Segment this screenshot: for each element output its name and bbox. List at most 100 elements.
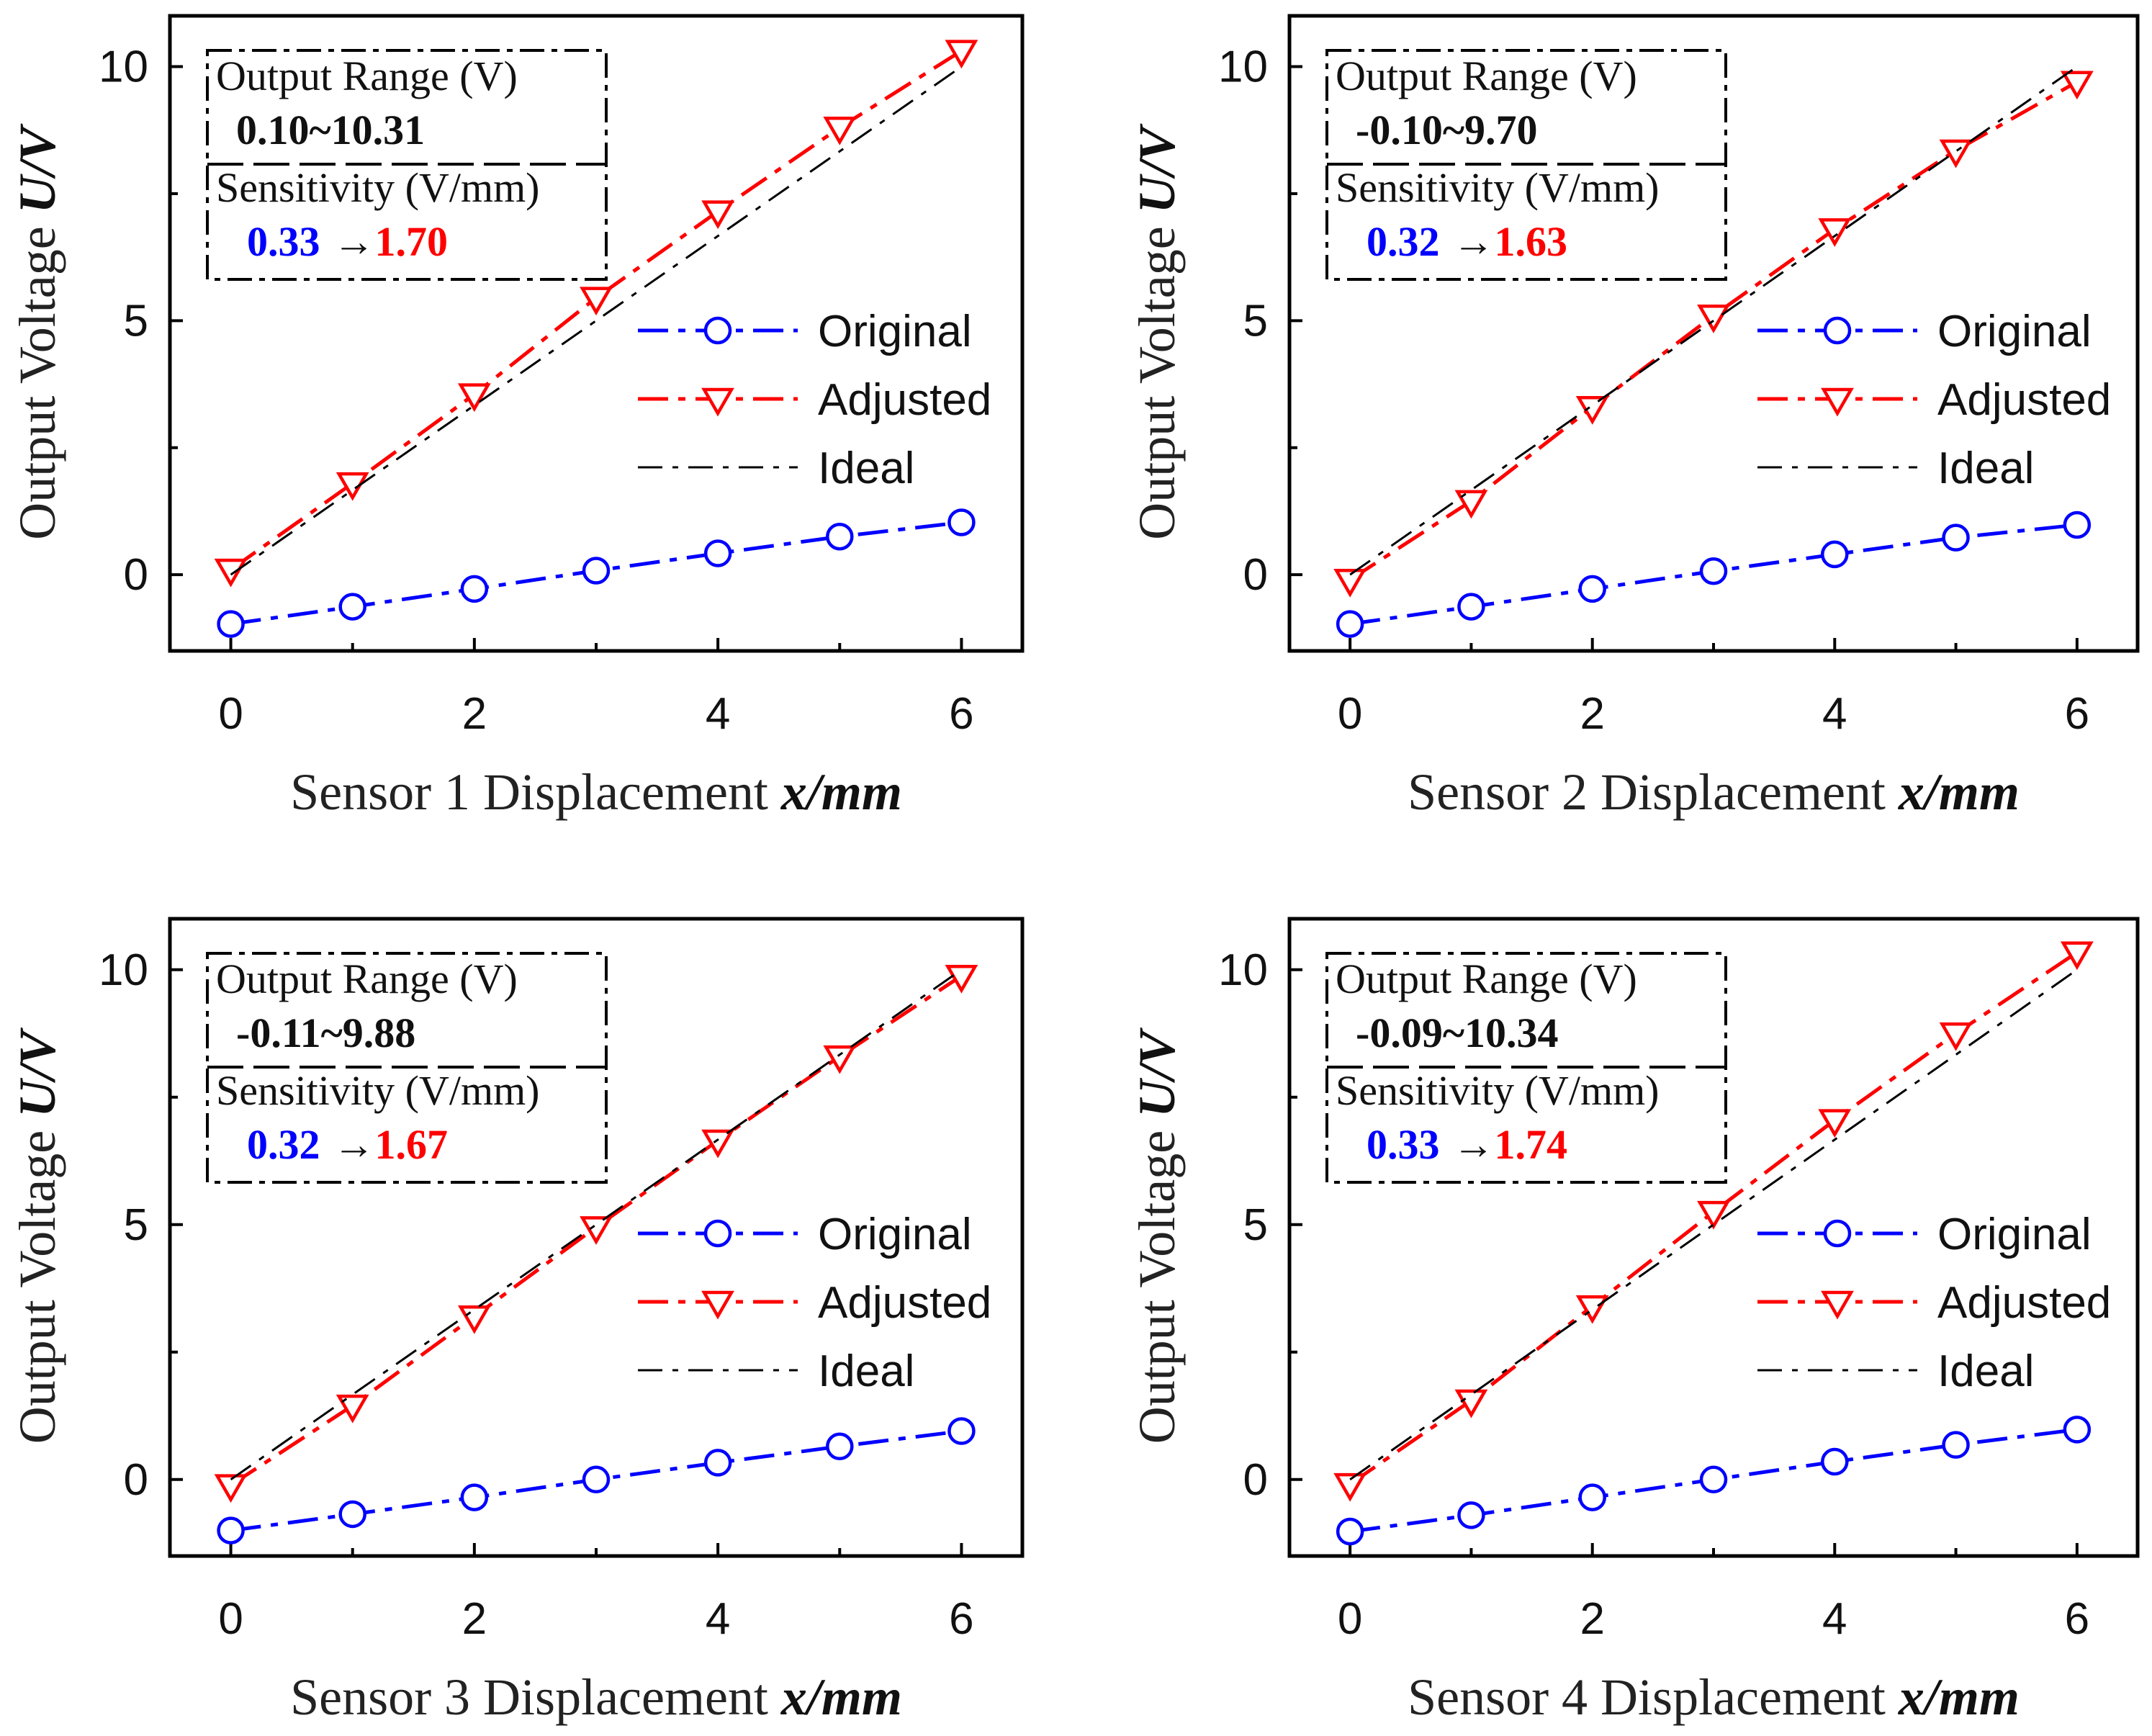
sensitivity-heading: Sensitivity (V/mm) — [1336, 164, 1660, 211]
x-tick-label: 4 — [1822, 1594, 1847, 1644]
panel-sensor-1: 0 5 10 0 2 4 6 Sensor 1 Displacement x/mm Output… — [9, 14, 1025, 821]
x-tick-label: 4 — [706, 1594, 730, 1644]
inset-info-box: Output Range (V) 0.10~10.31 Sensitivity (V… — [206, 49, 608, 281]
original-point — [2063, 511, 2092, 539]
x-axis-unit: x/mm — [780, 763, 902, 821]
x-axis-unit: x/mm — [1898, 1668, 2020, 1726]
legend-label-adjusted: Adjusted — [1937, 375, 2111, 425]
y-tick-label: 0 — [124, 550, 148, 600]
y-tick-label: 5 — [1243, 1200, 1268, 1250]
output-range-heading: Output Range (V) — [1336, 53, 1637, 99]
sensitivity-arrow: → — [1453, 218, 1495, 265]
original-point — [947, 1417, 976, 1445]
legend-label-adjusted: Adjusted — [818, 1278, 991, 1328]
legend-marker-adjusted — [701, 1290, 734, 1320]
original-point — [1821, 1447, 1849, 1476]
sensitivity-original: 0.32 — [247, 1121, 320, 1168]
x-axis-unit: x/mm — [1898, 763, 2020, 821]
original-point — [1336, 1517, 1364, 1546]
original-point — [1699, 557, 1728, 585]
inset-info-box: Output Range (V) -0.11~9.88 Sensitivity (V… — [206, 952, 608, 1184]
y-axis-title-text: Output Voltage — [1128, 1117, 1186, 1444]
legend-label-ideal: Ideal — [818, 444, 914, 493]
legend-marker-original — [703, 1219, 732, 1248]
adjusted-point — [336, 1394, 369, 1424]
x-tick-label: 0 — [1338, 1594, 1362, 1644]
sensitivity-values: 0.33 →1.74 — [1367, 1121, 1567, 1168]
adjusted-point — [457, 383, 491, 413]
original-point — [2063, 1416, 2092, 1444]
original-point — [1699, 1465, 1728, 1494]
sensitivity-heading: Sensitivity (V/mm) — [216, 164, 540, 211]
x-axis-title: Sensor 3 Displacement x/mm — [290, 1668, 902, 1726]
x-axis-title-text: Sensor 1 Displacement — [290, 763, 781, 821]
y-axis-unit: U/V — [9, 123, 66, 213]
original-point — [947, 508, 976, 536]
y-tick-label: 10 — [1218, 945, 1268, 995]
y-axis-title: Output Voltage U/V — [9, 123, 66, 539]
x-tick-label: 6 — [949, 689, 973, 739]
legend-marker-adjusted — [1821, 387, 1854, 417]
y-tick-label: 10 — [99, 42, 148, 92]
legend-label-adjusted: Adjusted — [818, 375, 991, 425]
legend-marker-original — [1823, 1219, 1852, 1248]
adjusted-point — [701, 1129, 735, 1159]
adjusted-point — [2060, 71, 2094, 100]
sensitivity-original: 0.33 — [247, 218, 320, 265]
adjusted-point — [945, 965, 978, 994]
adjusted-point — [457, 1305, 491, 1334]
y-axis-title: Output Voltage U/V — [1128, 123, 1186, 539]
original-point — [1336, 610, 1364, 638]
series-line-ideal — [230, 66, 963, 576]
y-tick-label: 10 — [1218, 42, 1268, 92]
x-tick-label: 4 — [706, 689, 730, 739]
original-point — [1457, 593, 1485, 621]
original-point — [1578, 575, 1606, 603]
adjusted-point — [336, 472, 369, 501]
x-tick-label: 2 — [1580, 689, 1604, 739]
original-point — [460, 575, 489, 603]
original-point — [338, 1500, 366, 1529]
legend-marker-adjusted — [701, 387, 734, 417]
original-point — [1578, 1483, 1606, 1511]
legend-label-original: Original — [1937, 307, 2092, 356]
adjusted-point — [1333, 1472, 1367, 1502]
legend-label-ideal: Ideal — [818, 1346, 914, 1396]
original-point — [826, 1432, 854, 1461]
original-point — [703, 539, 732, 567]
adjusted-point — [1697, 1200, 1730, 1230]
adjusted-point — [1454, 490, 1488, 519]
x-tick-label: 0 — [218, 689, 243, 739]
sensitivity-original: 0.32 — [1367, 218, 1440, 265]
output-range-heading: Output Range (V) — [1336, 955, 1637, 1002]
adjusted-point — [823, 116, 857, 145]
legend-marker-adjusted — [1821, 1290, 1854, 1320]
sensitivity-heading: Sensitivity (V/mm) — [1336, 1067, 1660, 1114]
y-axis-unit: U/V — [9, 1027, 66, 1117]
original-point — [217, 1516, 245, 1544]
original-point — [582, 557, 611, 585]
x-axis-title-text: Sensor 4 Displacement — [1408, 1668, 1899, 1726]
x-axis-title-text: Sensor 2 Displacement — [1408, 763, 1899, 821]
adjusted-point — [1575, 396, 1609, 425]
y-axis-title: Output Voltage U/V — [9, 1027, 66, 1444]
sensitivity-adjusted: 1.70 — [375, 218, 449, 265]
sensitivity-adjusted: 1.67 — [375, 1121, 449, 1168]
legend-label-original: Original — [1937, 1210, 2092, 1259]
sensitivity-arrow: → — [1453, 1121, 1495, 1168]
sensitivity-adjusted: 1.63 — [1495, 218, 1568, 265]
adjusted-point — [1939, 139, 1973, 168]
y-tick-label: 5 — [1243, 296, 1268, 346]
y-tick-label: 0 — [124, 1455, 148, 1505]
output-range-value: -0.09~10.34 — [1356, 1009, 1558, 1056]
sensitivity-values: 0.32 →1.63 — [1367, 218, 1567, 265]
original-point — [1942, 523, 1970, 552]
sensitivity-arrow: → — [333, 1121, 375, 1168]
original-point — [460, 1483, 489, 1511]
sensitivity-heading: Sensitivity (V/mm) — [216, 1067, 540, 1114]
x-tick-label: 6 — [949, 1594, 973, 1644]
legend-label-original: Original — [818, 1210, 972, 1259]
original-point — [1821, 540, 1849, 569]
inset-info-box: Output Range (V) -0.10~9.70 Sensitivity (V… — [1325, 49, 1727, 281]
